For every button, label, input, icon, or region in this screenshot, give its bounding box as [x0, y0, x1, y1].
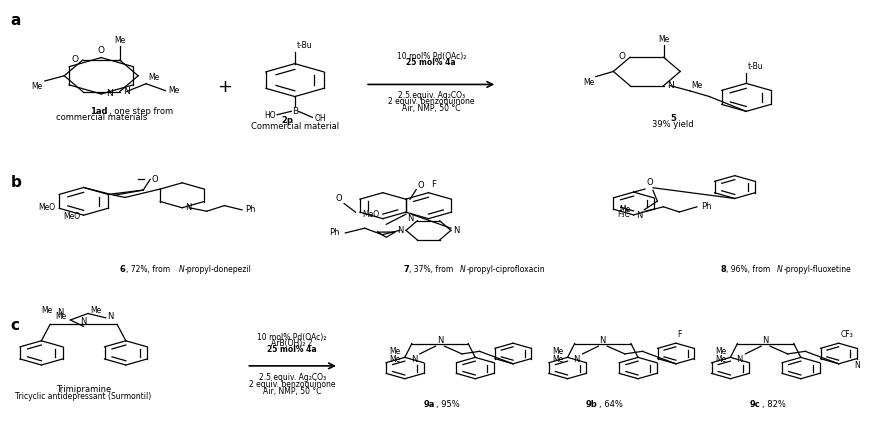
Text: -propyl-ciprofloxacin: -propyl-ciprofloxacin	[466, 265, 545, 274]
Text: 10 mol% Pd(OAc)₂: 10 mol% Pd(OAc)₂	[397, 52, 466, 61]
Text: Me: Me	[90, 306, 101, 315]
Text: t-Bu: t-Bu	[297, 41, 312, 50]
Text: Me: Me	[389, 347, 400, 356]
Text: 8: 8	[720, 265, 726, 274]
Text: MeO: MeO	[39, 203, 55, 212]
Text: O: O	[151, 175, 158, 184]
Text: -propyl-fluoxetine: -propyl-fluoxetine	[783, 265, 851, 274]
Text: O: O	[335, 194, 342, 203]
Text: N: N	[80, 317, 87, 326]
Text: 2.5 equiv. Ag₂CO₃: 2.5 equiv. Ag₂CO₃	[259, 373, 326, 382]
Text: O: O	[98, 46, 105, 55]
Text: Me: Me	[31, 82, 42, 91]
Text: Me: Me	[168, 86, 180, 95]
Text: Me: Me	[389, 355, 400, 364]
Text: N: N	[636, 211, 642, 220]
Text: F: F	[431, 180, 436, 189]
Text: F: F	[678, 330, 682, 339]
Text: Me: Me	[658, 35, 669, 44]
Text: Me: Me	[715, 355, 726, 364]
Text: b: b	[11, 175, 21, 191]
Text: N: N	[777, 265, 783, 274]
Text: Me: Me	[148, 73, 159, 81]
Text: 5: 5	[671, 114, 676, 123]
Text: Ph: Ph	[246, 205, 256, 214]
Text: Me: Me	[552, 347, 563, 356]
Text: t-Bu: t-Bu	[748, 62, 764, 71]
Text: Air, NMP, 50 °C: Air, NMP, 50 °C	[402, 104, 460, 113]
Text: N: N	[107, 313, 114, 321]
Text: c: c	[11, 318, 19, 333]
Text: N: N	[185, 203, 191, 212]
Text: N: N	[667, 81, 674, 90]
Text: 9b: 9b	[586, 400, 598, 409]
Text: N: N	[574, 355, 580, 364]
Text: N: N	[106, 90, 114, 98]
Text: 2 equiv. benzoquinone: 2 equiv. benzoquinone	[388, 97, 474, 107]
Text: N: N	[436, 336, 444, 345]
Text: Commercial material: Commercial material	[251, 122, 339, 131]
Text: N: N	[407, 214, 414, 223]
Text: N: N	[57, 308, 63, 317]
Text: 10 mol% Pd(OAc)₂: 10 mol% Pd(OAc)₂	[258, 333, 326, 342]
Text: a: a	[11, 13, 21, 28]
Text: N: N	[411, 355, 417, 364]
Text: 2p: 2p	[282, 116, 294, 125]
Text: , one step from: , one step from	[109, 107, 173, 116]
Text: , 64%: , 64%	[599, 400, 623, 409]
Text: Me: Me	[552, 355, 563, 364]
Text: N: N	[179, 265, 185, 274]
Text: N: N	[762, 336, 769, 345]
Text: N: N	[854, 361, 860, 370]
Text: 25 mol% 4a: 25 mol% 4a	[268, 345, 317, 354]
Text: , 72%, from: , 72%, from	[126, 265, 172, 274]
Text: B: B	[292, 107, 297, 116]
Text: F₃C: F₃C	[618, 210, 630, 220]
Text: CF₃: CF₃	[840, 330, 853, 339]
Text: Ph: Ph	[329, 229, 340, 237]
Text: , 96%, from: , 96%, from	[726, 265, 773, 274]
Text: -propyl-donepezil: -propyl-donepezil	[185, 265, 252, 274]
Text: Me: Me	[41, 307, 53, 315]
Text: 2 equiv. benzoquinone: 2 equiv. benzoquinone	[249, 380, 335, 389]
Text: Me: Me	[715, 347, 726, 356]
Text: , 95%: , 95%	[436, 400, 460, 409]
Text: O: O	[418, 181, 424, 190]
Text: Me: Me	[583, 78, 594, 87]
Text: O: O	[71, 55, 78, 64]
Text: 9c: 9c	[750, 400, 760, 409]
Text: 39% yield: 39% yield	[652, 120, 694, 129]
Text: HO: HO	[264, 111, 275, 120]
Text: ArB(OH)₂ 2: ArB(OH)₂ 2	[271, 339, 313, 348]
Text: , 82%: , 82%	[762, 400, 786, 409]
Text: 6: 6	[120, 265, 126, 274]
Text: Ph: Ph	[701, 202, 712, 211]
Text: Me: Me	[620, 205, 631, 214]
Text: Trimipramine: Trimipramine	[56, 385, 111, 394]
Text: Me: Me	[114, 36, 125, 45]
Text: N: N	[453, 226, 460, 235]
Text: Me: Me	[55, 312, 66, 321]
Text: N: N	[460, 265, 466, 274]
Text: 7: 7	[403, 265, 409, 274]
Text: 9a: 9a	[423, 400, 435, 409]
Text: N: N	[737, 355, 743, 364]
Text: Air, NMP, 50 °C: Air, NMP, 50 °C	[263, 387, 321, 396]
Text: MeO: MeO	[363, 210, 379, 219]
Text: O: O	[619, 52, 626, 61]
Text: , 37%, from: , 37%, from	[409, 265, 456, 274]
Text: Me: Me	[691, 81, 702, 90]
Text: 25 mol% 4a: 25 mol% 4a	[407, 58, 456, 67]
Text: 1ad: 1ad	[90, 107, 107, 116]
Text: N: N	[123, 87, 130, 96]
Text: commercial materials: commercial materials	[55, 113, 147, 123]
Text: N: N	[599, 336, 606, 345]
Text: Tricyclic antidepressant (Surmontil): Tricyclic antidepressant (Surmontil)	[16, 392, 151, 401]
Text: +: +	[216, 78, 232, 96]
Text: N: N	[397, 226, 403, 235]
Text: OH: OH	[314, 114, 326, 123]
Text: MeO: MeO	[63, 212, 80, 220]
Text: O: O	[646, 178, 653, 187]
Text: 2.5 equiv. Ag₂CO₃: 2.5 equiv. Ag₂CO₃	[398, 91, 465, 100]
